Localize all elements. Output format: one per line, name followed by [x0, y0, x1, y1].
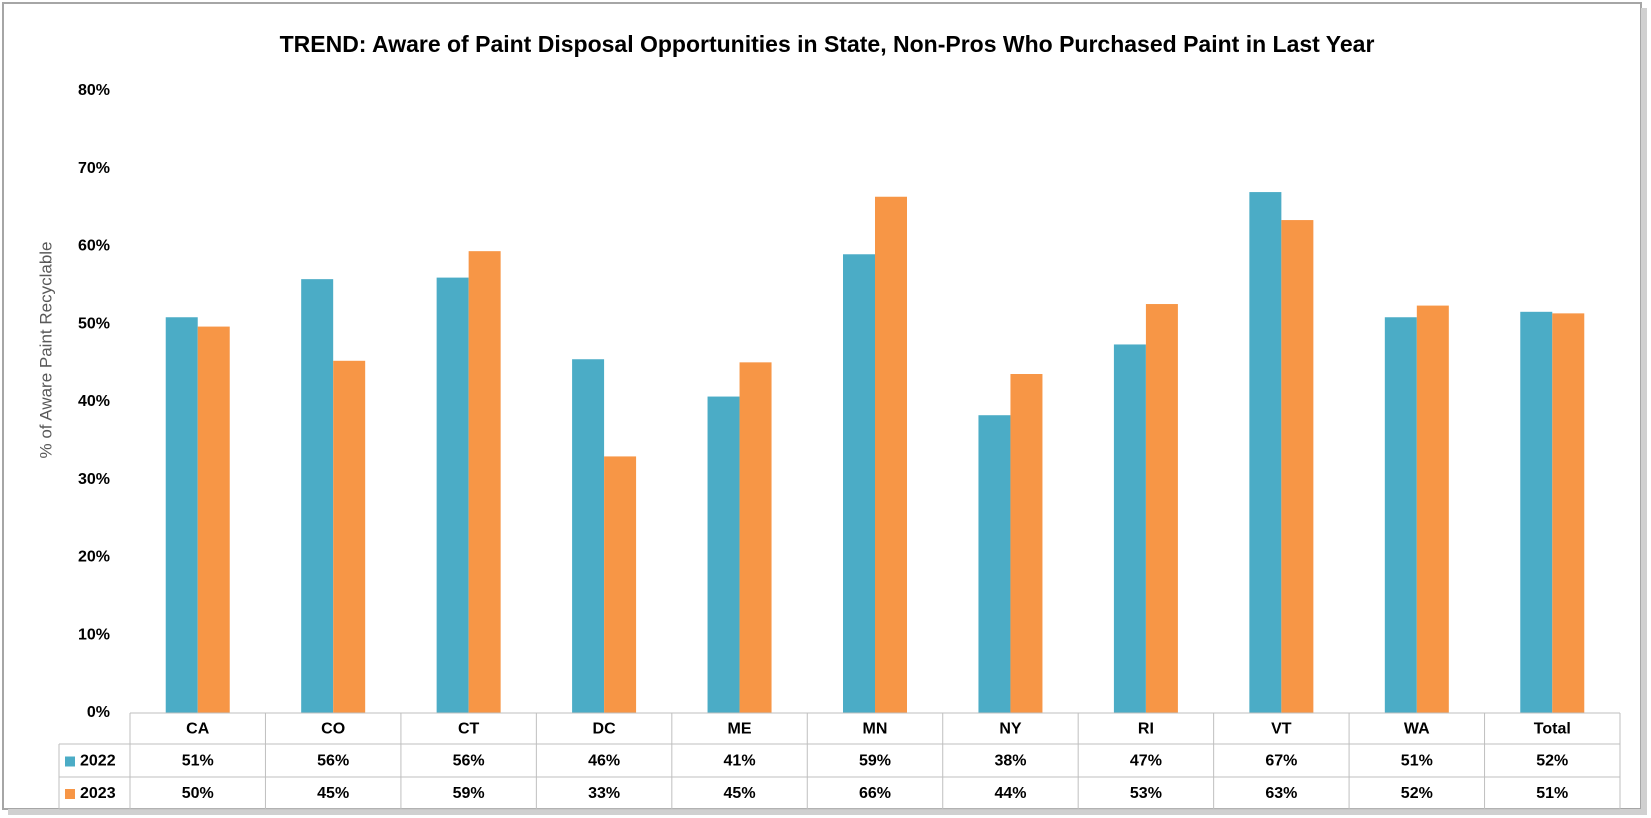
x-tick-label: DC [593, 721, 617, 738]
bar [165, 317, 198, 713]
bar [1281, 220, 1314, 713]
bar [197, 326, 230, 713]
bar [1145, 304, 1178, 713]
table-value: 59% [859, 753, 891, 770]
bar [604, 456, 637, 713]
table-value: 47% [1130, 753, 1162, 770]
x-tick-label: ME [728, 721, 752, 738]
bar [875, 196, 907, 714]
table-value: 66% [859, 785, 891, 802]
bar [333, 360, 366, 713]
table-value: 51% [1536, 785, 1568, 802]
table-value: 52% [1401, 785, 1433, 802]
y-tick-label: 10% [78, 626, 110, 643]
y-tick-label: 50% [78, 315, 110, 332]
y-tick-label: 20% [78, 549, 110, 566]
bar [1249, 192, 1282, 713]
table-value: 45% [724, 785, 756, 802]
bar [1010, 374, 1043, 713]
legend-key [65, 789, 75, 799]
table-value: 50% [182, 785, 214, 802]
legend-key [65, 756, 75, 767]
chart-title: TREND: Aware of Paint Disposal Opportuni… [280, 31, 1375, 57]
legend-label: 2022 [80, 753, 116, 770]
table-value: 33% [588, 785, 620, 802]
y-tick-label: 70% [78, 160, 110, 177]
y-axis-label: % of Aware Paint Recyclable [36, 241, 55, 458]
x-tick-label: MN [863, 721, 888, 738]
bar [1416, 305, 1449, 713]
frame-shadow [1641, 8, 1647, 814]
bar [1384, 317, 1417, 713]
table-value: 56% [453, 753, 485, 770]
y-tick-label: 40% [78, 393, 110, 410]
y-tick-label: 30% [78, 471, 110, 488]
table-value: 51% [1401, 753, 1433, 770]
bar [1520, 311, 1553, 713]
bar [978, 415, 1011, 713]
x-tick-label: CO [321, 721, 345, 738]
x-tick-label: VT [1271, 721, 1292, 738]
bar [843, 254, 875, 713]
table-value: 51% [182, 753, 214, 770]
bar [301, 279, 334, 713]
frame-shadow [8, 809, 1647, 815]
table-value: 63% [1265, 785, 1297, 802]
x-tick-label: RI [1138, 721, 1154, 738]
table-value: 59% [453, 785, 485, 802]
y-tick-label: 60% [78, 238, 110, 255]
table-value: 53% [1130, 785, 1162, 802]
x-tick-label: NY [999, 721, 1022, 738]
bar [436, 277, 469, 713]
bar [1113, 344, 1146, 713]
y-tick-label: 0% [87, 704, 110, 721]
table-value: 44% [994, 785, 1026, 802]
table-value: 45% [317, 785, 349, 802]
x-tick-label: CA [186, 721, 210, 738]
legend-label: 2023 [80, 785, 116, 802]
x-tick-label: Total [1534, 721, 1571, 738]
bar [468, 251, 501, 714]
table-value: 67% [1265, 753, 1297, 770]
table-value: 41% [724, 753, 756, 770]
x-tick-label: WA [1404, 721, 1430, 738]
table-value: 38% [994, 753, 1026, 770]
table-value: 46% [588, 753, 620, 770]
y-tick-label: 80% [78, 82, 110, 99]
bar [1552, 313, 1585, 713]
table-value: 52% [1536, 753, 1568, 770]
table-value: 56% [317, 753, 349, 770]
bar [572, 359, 605, 713]
bar [739, 362, 772, 713]
bar [707, 396, 740, 713]
x-tick-label: CT [458, 721, 480, 738]
